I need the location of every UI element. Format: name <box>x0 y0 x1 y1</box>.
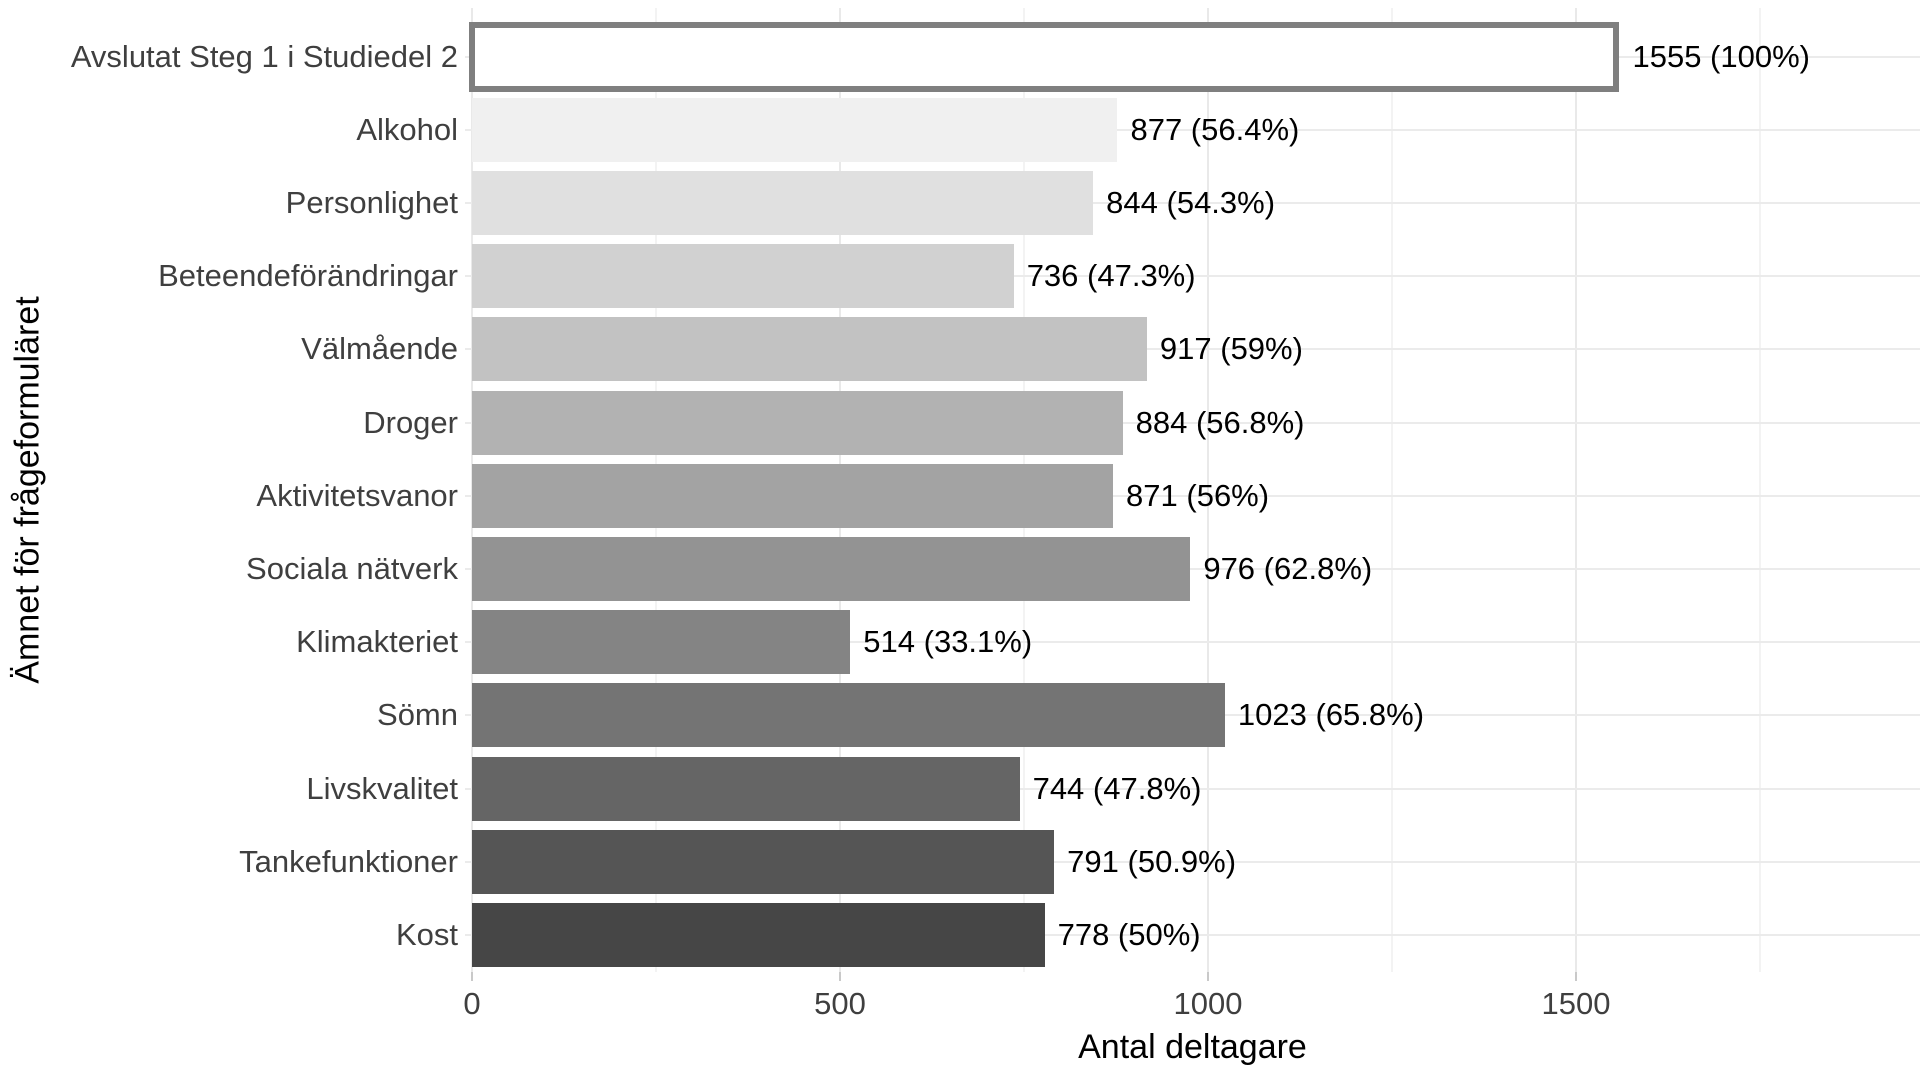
category-label: Klimakteriet <box>296 624 458 660</box>
bar-value-label: 1555 (100%) <box>1632 38 1810 74</box>
bar <box>469 21 1620 92</box>
bar <box>472 170 1094 235</box>
bar <box>472 97 1118 162</box>
major-gridline <box>1575 8 1577 972</box>
row-gridline <box>465 641 1920 644</box>
category-label: Avslutat Steg 1 i Studiedel 2 <box>70 38 458 74</box>
category-label: Droger <box>363 404 458 440</box>
row-gridline <box>465 567 1920 570</box>
bar <box>472 463 1114 528</box>
row-gridline <box>465 787 1920 790</box>
bar <box>472 610 851 675</box>
row-gridline <box>465 421 1920 424</box>
bar-value-label: 791 (50.9%) <box>1067 843 1237 879</box>
major-gridline <box>1207 8 1209 972</box>
x-tick-label: 500 <box>814 986 866 1021</box>
bar-value-label: 778 (50%) <box>1057 916 1201 952</box>
row-gridline <box>465 201 1920 204</box>
category-label: Tankefunktioner <box>239 843 458 879</box>
y-axis-title: Ämnet för frågeformuläret <box>8 296 47 684</box>
bar <box>472 536 1191 601</box>
category-label: Kost <box>395 916 458 952</box>
category-label: Livskvalitet <box>306 770 458 806</box>
bar <box>472 390 1123 455</box>
row-gridline <box>465 348 1920 351</box>
row-gridline <box>465 494 1920 497</box>
category-label: Beteendeförändringar <box>158 258 458 294</box>
bar-value-label: 917 (59%) <box>1159 331 1303 367</box>
x-axis-title: Antal deltagare <box>1078 1028 1307 1066</box>
category-label: Personlighet <box>285 184 458 220</box>
category-label: Sociala nätverk <box>246 550 458 586</box>
category-label: Alkohol <box>356 111 458 147</box>
row-gridline <box>465 275 1920 278</box>
row-gridline <box>465 860 1920 863</box>
x-axis-tick <box>1207 972 1209 981</box>
category-label: Välmående <box>301 331 458 367</box>
bar-value-label: 1023 (65.8%) <box>1237 697 1425 733</box>
bar <box>472 683 1225 748</box>
bar-value-label: 744 (47.8%) <box>1032 770 1202 806</box>
category-label: Sömn <box>377 697 458 733</box>
x-tick-label: 0 <box>463 986 481 1021</box>
bar <box>472 756 1020 821</box>
minor-gridline <box>1391 8 1393 972</box>
x-axis-tick <box>471 972 473 981</box>
bar-value-label: 976 (62.8%) <box>1203 550 1373 586</box>
bar-value-label: 844 (54.3%) <box>1106 184 1276 220</box>
bar <box>472 317 1147 382</box>
row-gridline <box>465 933 1920 936</box>
x-axis-tick <box>839 972 841 981</box>
bar <box>472 902 1045 967</box>
bar <box>472 829 1055 894</box>
x-tick-label: 1000 <box>1173 986 1243 1021</box>
bar <box>472 244 1014 309</box>
bar-value-label: 736 (47.3%) <box>1026 258 1196 294</box>
bar-value-label: 514 (33.1%) <box>863 624 1033 660</box>
x-axis-tick <box>1575 972 1577 981</box>
bar-value-label: 871 (56%) <box>1126 477 1270 513</box>
x-tick-label: 1500 <box>1541 986 1611 1021</box>
bar-value-label: 877 (56.4%) <box>1130 111 1300 147</box>
bar-value-label: 884 (56.8%) <box>1135 404 1305 440</box>
minor-gridline <box>1759 8 1761 972</box>
category-label: Aktivitetsvanor <box>256 477 458 513</box>
row-gridline <box>465 128 1920 131</box>
